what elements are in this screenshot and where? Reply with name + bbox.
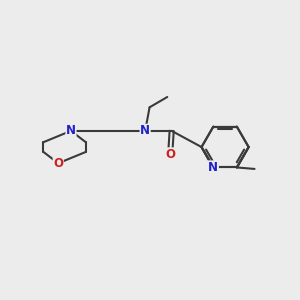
Text: N: N [140, 124, 150, 137]
Text: O: O [165, 148, 175, 161]
Text: O: O [53, 157, 63, 170]
Text: N: N [208, 161, 218, 174]
Text: N: N [66, 124, 76, 137]
